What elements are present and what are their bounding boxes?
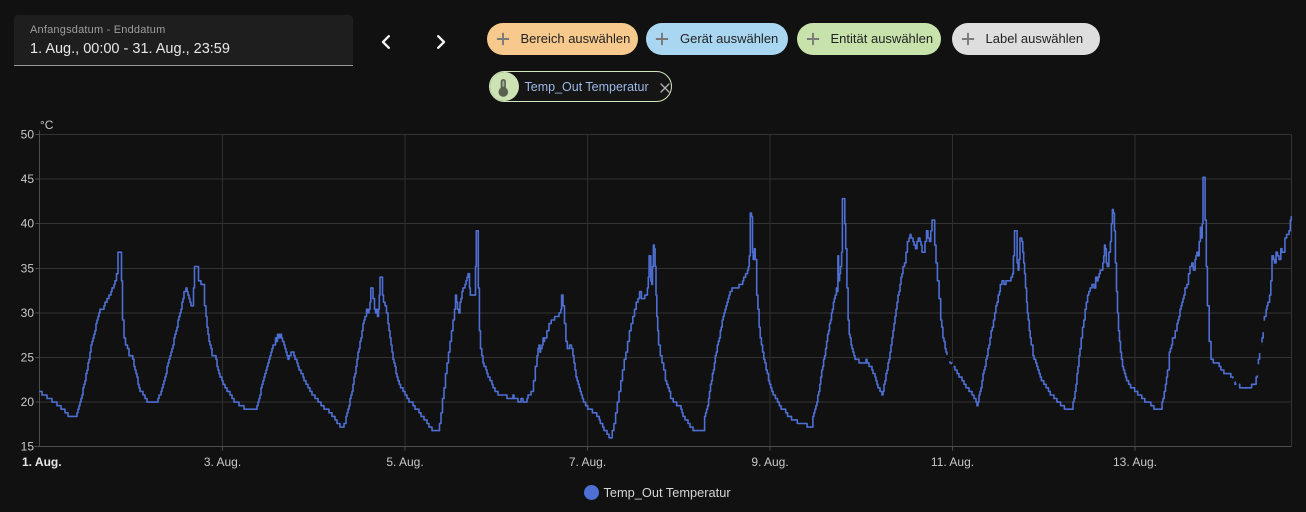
svg-text:35: 35 xyxy=(21,261,35,275)
svg-text:30: 30 xyxy=(21,306,35,320)
svg-text:Temp_Out Temperatur: Temp_Out Temperatur xyxy=(604,485,732,500)
svg-text:5. Aug.: 5. Aug. xyxy=(386,455,423,469)
svg-text:1. Aug.: 1. Aug. xyxy=(22,455,62,469)
svg-text:Temp_Out Temperatur: Temp_Out Temperatur xyxy=(525,80,649,94)
svg-text:20: 20 xyxy=(21,395,35,409)
svg-text:45: 45 xyxy=(21,172,35,186)
svg-text:50: 50 xyxy=(21,128,35,142)
svg-text:15: 15 xyxy=(21,440,35,454)
svg-text:40: 40 xyxy=(21,217,35,231)
svg-text:7. Aug.: 7. Aug. xyxy=(569,455,606,469)
svg-text:25: 25 xyxy=(21,351,35,365)
svg-text:13. Aug.: 13. Aug. xyxy=(1113,455,1157,469)
svg-text:°C: °C xyxy=(40,118,54,132)
svg-text:11. Aug.: 11. Aug. xyxy=(931,455,974,469)
svg-text:3. Aug.: 3. Aug. xyxy=(204,455,241,469)
svg-text:9. Aug.: 9. Aug. xyxy=(751,455,788,469)
